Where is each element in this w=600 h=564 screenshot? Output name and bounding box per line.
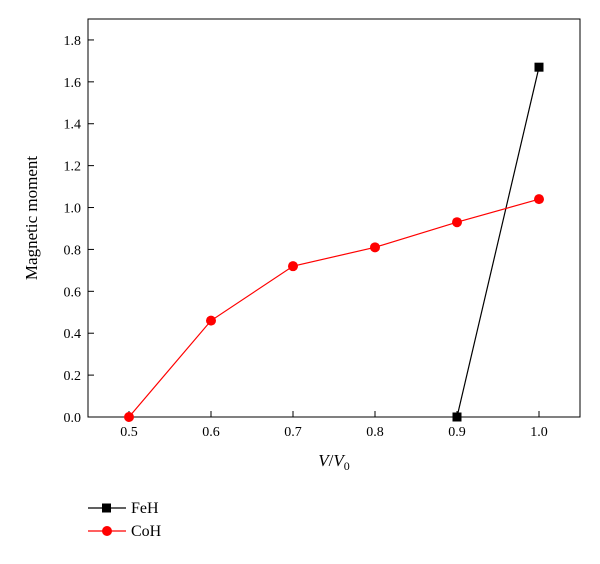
data-point-feh bbox=[452, 412, 462, 422]
legend-coh-label: CoH bbox=[131, 523, 162, 540]
data-point-coh bbox=[370, 242, 380, 253]
y-tick-label: 1.0 bbox=[64, 202, 82, 217]
x-axis-ticks: 0.5 0.6 0.7 0.8 0.9 1.0 bbox=[120, 411, 548, 440]
y-tick-label: 1.6 bbox=[64, 76, 82, 91]
x-tick-label: 0.8 bbox=[366, 425, 384, 440]
data-point-coh bbox=[534, 194, 544, 205]
plot-frame bbox=[87, 18, 581, 418]
y-axis-label: Magnetic moment bbox=[22, 156, 41, 280]
y-tick-label: 1.2 bbox=[64, 160, 82, 175]
y-tick-label: 0.8 bbox=[64, 243, 82, 258]
legend-item-feh: FeH bbox=[88, 500, 159, 517]
series-layer bbox=[124, 62, 544, 422]
data-point-coh bbox=[288, 261, 298, 272]
series-line-feh bbox=[456, 67, 540, 418]
x-tick-label: 0.6 bbox=[202, 425, 220, 440]
x-tick-label: 0.7 bbox=[284, 425, 302, 440]
x-axis-label-v0: V bbox=[333, 451, 346, 470]
y-tick-label: 1.4 bbox=[64, 118, 82, 133]
data-point-coh bbox=[124, 412, 134, 422]
legend-item-coh: CoH bbox=[88, 523, 162, 540]
x-axis-label-slash: / bbox=[329, 451, 334, 470]
y-tick-label: 1.8 bbox=[64, 34, 82, 49]
y-axis-ticks: 0.0 0.2 0.4 0.6 0.8 1.0 1.2 1.4 1.6 1.8 bbox=[64, 34, 94, 426]
series-line-coh bbox=[128, 198, 540, 418]
x-axis-label-subscript: 0 bbox=[344, 459, 350, 473]
y-tick-label: 0.0 bbox=[64, 411, 82, 426]
legend-feh-label: FeH bbox=[131, 500, 159, 517]
data-point-coh bbox=[452, 217, 462, 228]
x-tick-label: 0.5 bbox=[120, 425, 138, 440]
y-tick-label: 0.6 bbox=[64, 285, 82, 300]
x-tick-label: 1.0 bbox=[530, 425, 548, 440]
y-tick-label: 0.4 bbox=[64, 327, 82, 342]
data-point-feh bbox=[534, 62, 544, 72]
x-axis-label-v: V bbox=[318, 451, 331, 470]
x-tick-label: 0.9 bbox=[448, 425, 466, 440]
legend-feh-marker bbox=[102, 503, 111, 513]
legend: FeH CoH bbox=[88, 500, 162, 540]
x-axis-label: V/V0 bbox=[318, 451, 350, 473]
y-tick-label: 0.2 bbox=[64, 369, 82, 384]
legend-coh-marker bbox=[102, 526, 112, 536]
data-point-coh bbox=[206, 315, 216, 326]
